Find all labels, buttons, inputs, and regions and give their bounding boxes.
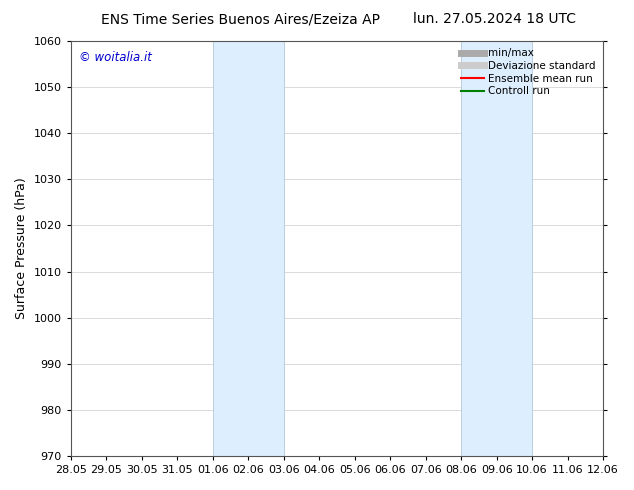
Text: lun. 27.05.2024 18 UTC: lun. 27.05.2024 18 UTC: [413, 12, 576, 26]
Bar: [461, 41, 532, 456]
Text: ENS Time Series Buenos Aires/Ezeiza AP: ENS Time Series Buenos Aires/Ezeiza AP: [101, 12, 380, 26]
Text: © woitalia.it: © woitalia.it: [79, 51, 152, 64]
Bar: [212, 41, 283, 456]
Y-axis label: Surface Pressure (hPa): Surface Pressure (hPa): [15, 178, 28, 319]
Legend: min/max, Deviazione standard, Ensemble mean run, Controll run: min/max, Deviazione standard, Ensemble m…: [459, 46, 598, 98]
